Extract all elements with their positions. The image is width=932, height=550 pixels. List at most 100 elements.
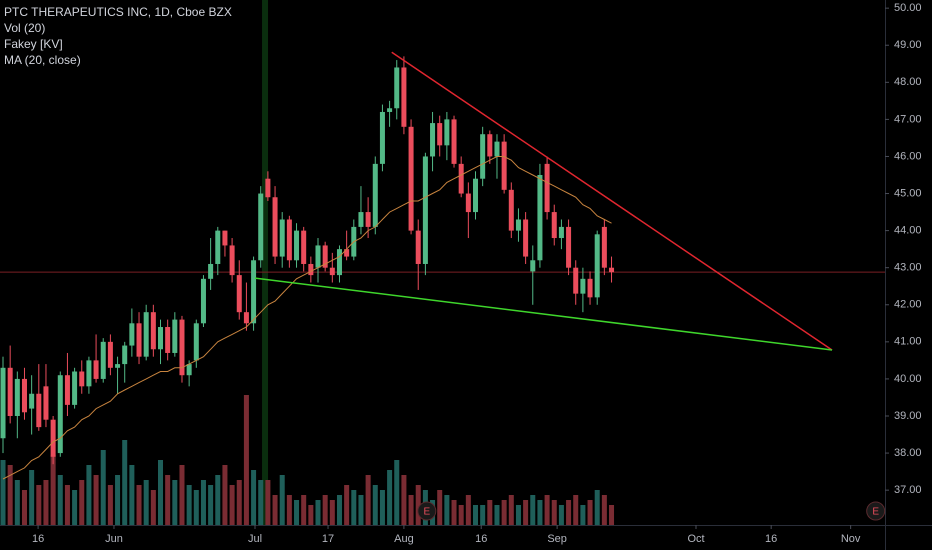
- volume-bar: [315, 500, 321, 525]
- volume-bar: [294, 500, 300, 525]
- candle-body: [430, 123, 436, 157]
- x-tick-label: Nov: [841, 533, 861, 545]
- volume-bar: [609, 505, 615, 525]
- trend-line: [254, 277, 833, 351]
- volume-bar: [179, 465, 185, 525]
- volume-bar: [150, 490, 156, 525]
- candle-body: [551, 212, 557, 239]
- candle-body: [294, 230, 300, 261]
- candle-body: [165, 327, 171, 353]
- candle-body: [437, 123, 443, 146]
- volume-bar: [365, 475, 371, 525]
- volume-bar: [444, 495, 450, 525]
- candle-body: [193, 323, 199, 361]
- volume-bar: [115, 475, 121, 525]
- candle-body: [0, 367, 6, 439]
- volume-bar: [222, 465, 228, 525]
- volume-bar: [50, 455, 56, 525]
- volume-bar: [336, 495, 342, 525]
- volume-bar: [93, 475, 99, 525]
- volume-bar: [229, 485, 235, 525]
- candle-body: [200, 278, 206, 324]
- y-tick-label: 46.00: [894, 150, 922, 162]
- volume-bar: [236, 480, 242, 525]
- candle-body: [329, 267, 335, 276]
- volume-bar: [372, 485, 378, 525]
- event-label: E: [423, 507, 430, 518]
- candle-body: [93, 360, 99, 379]
- candle-body: [472, 178, 479, 213]
- volume-bar: [594, 490, 600, 525]
- volume-bar: [29, 470, 35, 525]
- x-tick-label: 17: [322, 533, 334, 545]
- candle-body: [29, 393, 35, 409]
- volume-bar: [587, 500, 593, 525]
- volume-bar: [79, 480, 85, 525]
- candle-body: [122, 345, 128, 365]
- candle-body: [465, 193, 471, 213]
- volume-bar: [480, 505, 486, 525]
- candle-body: [286, 219, 292, 261]
- volume-bar: [551, 500, 557, 525]
- volume-bar: [193, 490, 199, 525]
- candle-body: [358, 212, 364, 227]
- volume-bar: [215, 475, 221, 525]
- volume-bar: [601, 495, 607, 525]
- volume-bar: [515, 505, 521, 525]
- candle-body: [544, 163, 550, 213]
- candle-body: [208, 263, 214, 279]
- x-tick-label: Jul: [248, 533, 262, 545]
- volume-bar: [530, 495, 536, 525]
- candle-body: [179, 319, 185, 376]
- volume-bar: [387, 470, 393, 525]
- volume-bar: [494, 505, 500, 525]
- candle-body: [401, 67, 407, 127]
- candle-body: [422, 156, 428, 264]
- volume-bar: [100, 450, 106, 525]
- y-tick-label: 44.00: [894, 225, 922, 237]
- volume-bar: [265, 480, 271, 525]
- candle-body: [136, 323, 142, 357]
- volume-bar: [408, 495, 414, 525]
- candle-body: [143, 312, 149, 357]
- volume-bar: [415, 485, 421, 525]
- volume-bar: [57, 475, 63, 525]
- indicator-label: Vol (20): [4, 21, 45, 35]
- candle-body: [301, 230, 307, 264]
- volume-bar: [437, 490, 443, 525]
- volume-bar: [580, 505, 586, 525]
- candle-body: [415, 230, 421, 264]
- candle-body: [279, 219, 285, 257]
- candle-body: [494, 141, 500, 157]
- volume-bar: [186, 485, 192, 525]
- y-tick-label: 47.00: [894, 113, 922, 125]
- candle-body: [50, 419, 56, 457]
- trend-line: [391, 51, 833, 351]
- y-tick-label: 37.00: [894, 484, 922, 496]
- volume-bar: [258, 480, 264, 525]
- volume-bar: [351, 490, 357, 525]
- candle-body: [594, 234, 600, 298]
- volume-bar: [243, 395, 249, 525]
- candle-body: [609, 267, 615, 273]
- volume-bar: [472, 505, 479, 525]
- candle-body: [601, 226, 607, 268]
- indicator-label: Fakey [KV]: [4, 37, 63, 51]
- volume-bar: [129, 465, 135, 525]
- y-tick-label: 42.00: [894, 299, 922, 311]
- volume-bar: [573, 495, 579, 525]
- volume-bar: [322, 495, 328, 525]
- x-tick-label: 16: [765, 533, 777, 545]
- candle-body: [537, 175, 543, 261]
- volume-bar: [165, 475, 171, 525]
- candle-body: [530, 260, 536, 272]
- x-tick-label: Sep: [547, 533, 567, 545]
- candle-body: [394, 67, 400, 109]
- y-tick-label: 50.00: [894, 2, 922, 14]
- y-tick-label: 45.00: [894, 187, 922, 199]
- y-tick-label: 43.00: [894, 262, 922, 274]
- volume-bar: [0, 460, 6, 525]
- volume-bar: [465, 495, 471, 525]
